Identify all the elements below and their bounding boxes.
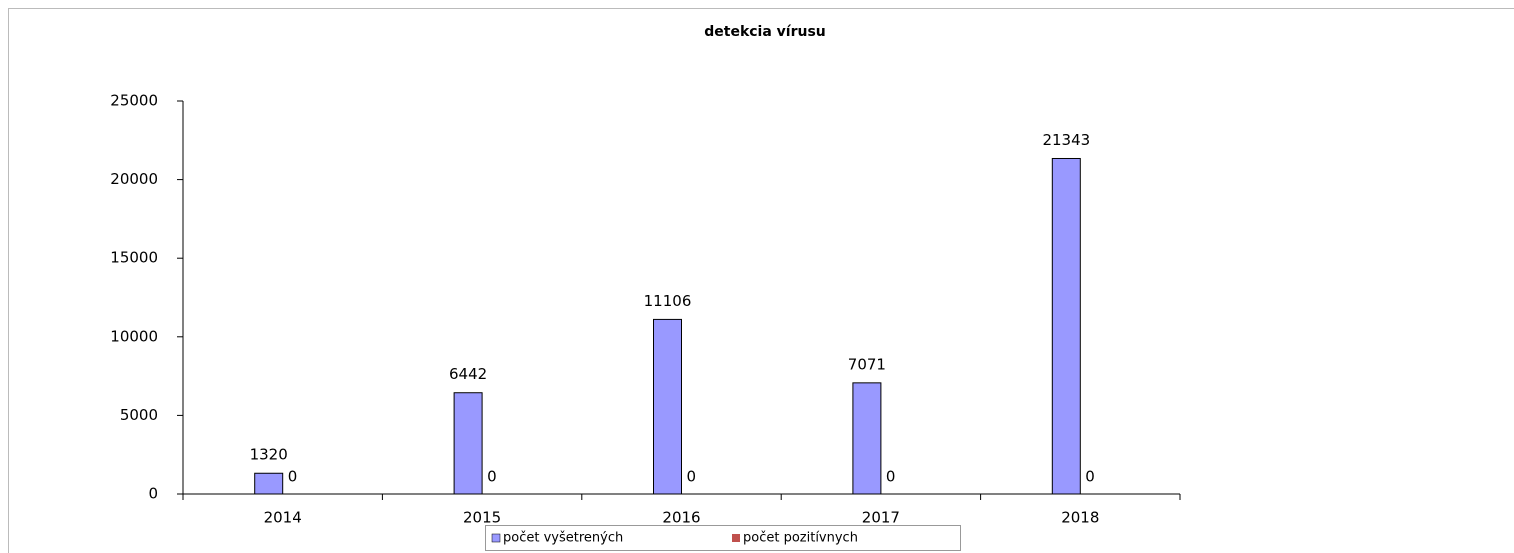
y-tick-label: 5000 <box>120 406 158 424</box>
bar <box>1051 157 1081 495</box>
legend-box <box>485 525 961 551</box>
data-label: 0 <box>487 468 497 486</box>
bar <box>653 318 682 495</box>
bar <box>852 382 882 495</box>
data-label: 0 <box>886 468 896 486</box>
data-label: 0 <box>1085 468 1095 486</box>
y-tick-label: 25000 <box>110 92 158 110</box>
y-tick-label: 0 <box>148 485 158 503</box>
y-tick-label: 20000 <box>110 170 158 188</box>
x-tick-label: 2016 <box>662 509 700 527</box>
legend-swatch <box>732 534 740 542</box>
chart-frame <box>8 8 1514 553</box>
data-label: 7071 <box>848 355 886 373</box>
legend: počet vyšetrených počet pozitívnych <box>485 525 961 551</box>
data-label: 6442 <box>449 365 487 383</box>
data-label: 0 <box>288 468 298 486</box>
data-label: 1320 <box>250 446 288 464</box>
y-tick-label: 10000 <box>110 327 158 345</box>
bar <box>453 392 483 495</box>
x-tick-label: 2018 <box>1061 509 1099 527</box>
chart-title: detekcia vírusu <box>704 24 826 40</box>
x-tick-label: 2017 <box>862 509 900 527</box>
y-tick-label: 15000 <box>110 249 158 267</box>
legend-label: počet pozitívnych <box>743 531 858 546</box>
data-label: 21343 <box>1042 131 1090 149</box>
x-tick-label: 2015 <box>463 509 501 527</box>
data-label: 0 <box>687 468 697 486</box>
data-label: 11106 <box>644 292 692 310</box>
legend-swatch <box>491 533 501 543</box>
legend-label: počet vyšetrených <box>503 531 623 546</box>
x-tick-label: 2014 <box>264 509 302 527</box>
bar <box>254 472 284 495</box>
